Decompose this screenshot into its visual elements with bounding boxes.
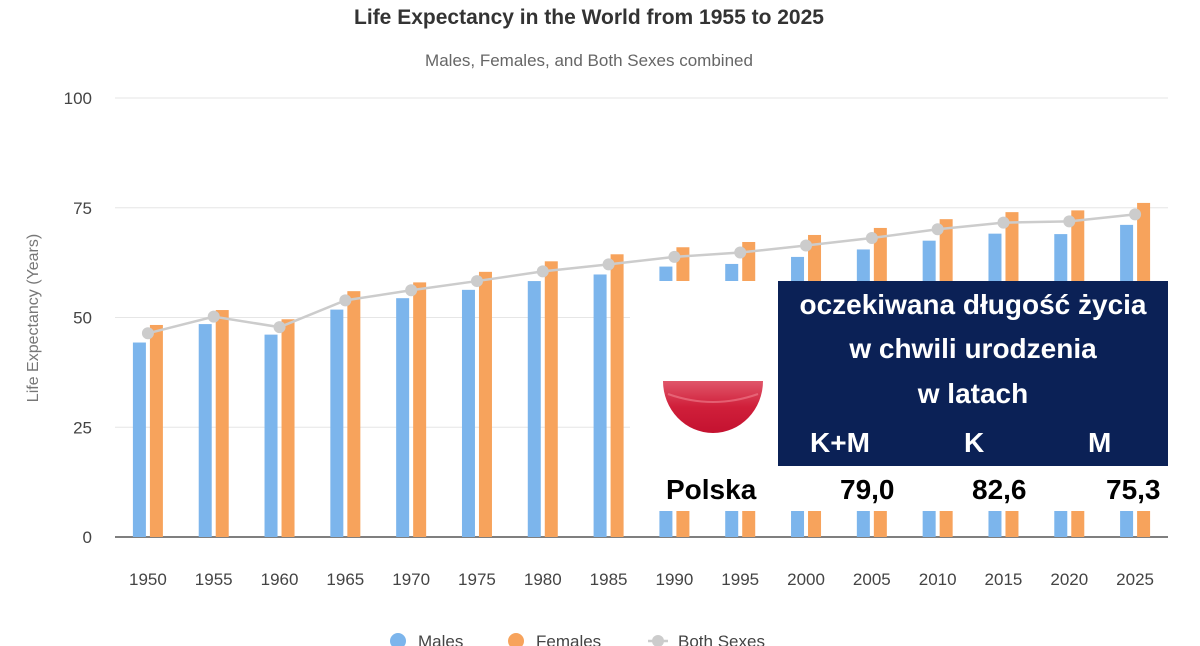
both-sexes-series-line [147, 213, 1136, 335]
both-sexes-point [405, 284, 418, 297]
x-tick-label: 1980 [524, 570, 562, 589]
bar-females [281, 319, 295, 537]
x-tick-label: 2000 [787, 570, 825, 589]
x-tick-label: 1995 [721, 570, 759, 589]
value-km: 79,0 [840, 474, 895, 505]
both-sexes-point [470, 275, 483, 288]
legend-symbol-dot [652, 635, 664, 646]
x-tick-label: 2005 [853, 570, 891, 589]
y-tick-labels: 0 25 50 75 100 [64, 89, 92, 547]
y-axis-label: Life Expectancy (Years) [25, 234, 42, 402]
country-label: Polska [666, 474, 757, 505]
chart-subtitle: Males, Females, and Both Sexes combined [425, 51, 753, 70]
both-sexes-point [997, 216, 1010, 229]
x-tick-label: 1955 [195, 570, 233, 589]
legend: Males Females Both Sexes [390, 632, 765, 646]
header-km: K+M [810, 427, 870, 458]
bar-females [215, 310, 229, 537]
legend-symbol-dot [508, 633, 524, 646]
both-sexes-point [1063, 215, 1076, 228]
x-tick-labels: 1950 1955 1960 1965 1970 1975 1980 1985 1990 1995… [129, 570, 1154, 589]
x-tick-label: 2025 [1116, 570, 1154, 589]
header-m: M [1088, 427, 1112, 458]
info-box: oczekiwana długość życia w chwili urodze… [778, 281, 1168, 466]
both-sexes-point [734, 246, 747, 259]
both-sexes-point [141, 327, 154, 340]
info-line-2: w chwili urodzenia [849, 333, 1097, 364]
value-k: 82,6 [972, 474, 1027, 505]
x-tick-label: 2010 [919, 570, 957, 589]
legend-symbol-dot [390, 633, 406, 646]
y-tick-label: 50 [73, 309, 92, 328]
legend-label: Females [536, 632, 601, 646]
both-sexes-point [800, 239, 813, 252]
both-sexes-point [865, 232, 878, 245]
bar-males [198, 324, 212, 537]
both-sexes-point [207, 310, 220, 323]
overlay-row-background [630, 466, 1200, 511]
x-tick-label: 1965 [326, 570, 364, 589]
header-k: K [964, 427, 985, 458]
both-sexes-point [1129, 208, 1142, 221]
x-tick-label: 1985 [590, 570, 628, 589]
y-tick-label: 25 [73, 418, 92, 437]
x-tick-label: 1975 [458, 570, 496, 589]
info-line-3: w latach [917, 378, 1029, 409]
x-tick-label: 2020 [1050, 570, 1088, 589]
bar-females [149, 324, 163, 537]
bar-males [330, 309, 344, 537]
both-sexes-point [931, 223, 944, 236]
bar-males [396, 298, 410, 537]
x-tick-label: 1950 [129, 570, 167, 589]
chart-title: Life Expectancy in the World from 1955 t… [354, 6, 824, 29]
value-m: 75,3 [1106, 474, 1161, 505]
x-tick-label: 2015 [985, 570, 1023, 589]
x-tick-label: 1960 [261, 570, 299, 589]
y-tick-label: 75 [73, 199, 92, 218]
both-sexes-point [602, 258, 615, 271]
bar-males [527, 281, 541, 537]
bar-males [132, 342, 146, 537]
bar-females [478, 271, 492, 537]
bar-males [593, 274, 607, 537]
x-tick-label: 1990 [655, 570, 693, 589]
y-tick-label: 100 [64, 89, 92, 108]
bar-females [413, 282, 427, 537]
both-sexes-point [339, 294, 352, 307]
y-tick-label: 0 [83, 528, 92, 547]
both-sexes-line [141, 208, 1142, 340]
bar-females [610, 254, 624, 537]
legend-label: Males [418, 632, 463, 646]
bar-males [264, 334, 278, 537]
both-sexes-point [273, 321, 286, 334]
bar-males [461, 289, 475, 537]
legend-label: Both Sexes [678, 632, 765, 646]
bar-females [347, 291, 361, 537]
x-tick-label: 1970 [392, 570, 430, 589]
bar-females [544, 261, 558, 537]
info-line-1: oczekiwana długość życia [799, 289, 1147, 320]
poland-flag-icon [663, 381, 763, 433]
both-sexes-point [668, 250, 681, 263]
both-sexes-point [536, 265, 549, 278]
